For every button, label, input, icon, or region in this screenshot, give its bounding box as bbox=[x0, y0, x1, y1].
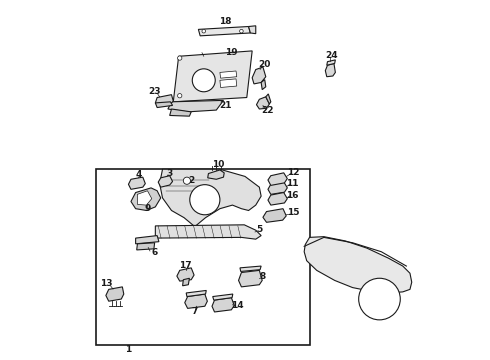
Polygon shape bbox=[106, 287, 124, 301]
Text: 21: 21 bbox=[219, 101, 232, 110]
Polygon shape bbox=[173, 51, 252, 102]
Polygon shape bbox=[261, 80, 266, 90]
Polygon shape bbox=[252, 67, 266, 84]
Text: 10: 10 bbox=[212, 160, 224, 169]
Polygon shape bbox=[185, 294, 207, 309]
Polygon shape bbox=[186, 291, 206, 297]
Text: 13: 13 bbox=[99, 279, 112, 288]
Circle shape bbox=[202, 30, 205, 33]
Text: 1: 1 bbox=[125, 345, 132, 354]
Circle shape bbox=[192, 69, 215, 92]
Polygon shape bbox=[213, 294, 233, 300]
Polygon shape bbox=[325, 63, 335, 77]
Polygon shape bbox=[268, 173, 287, 185]
Circle shape bbox=[177, 56, 182, 60]
Circle shape bbox=[359, 278, 400, 320]
Polygon shape bbox=[170, 109, 191, 116]
Text: 20: 20 bbox=[259, 60, 271, 69]
Polygon shape bbox=[266, 94, 271, 104]
Polygon shape bbox=[158, 176, 172, 187]
Polygon shape bbox=[155, 102, 172, 108]
Polygon shape bbox=[268, 182, 287, 194]
Text: 24: 24 bbox=[325, 51, 338, 60]
Polygon shape bbox=[137, 243, 155, 250]
Polygon shape bbox=[263, 209, 286, 222]
Text: 12: 12 bbox=[287, 168, 300, 177]
Text: 19: 19 bbox=[225, 48, 238, 57]
Text: 17: 17 bbox=[179, 261, 192, 270]
Text: 8: 8 bbox=[259, 272, 266, 281]
Polygon shape bbox=[131, 188, 161, 211]
Polygon shape bbox=[256, 97, 270, 109]
Polygon shape bbox=[137, 191, 152, 205]
Polygon shape bbox=[212, 298, 234, 312]
Polygon shape bbox=[155, 225, 261, 239]
Text: 18: 18 bbox=[219, 17, 232, 26]
Circle shape bbox=[177, 94, 182, 98]
Polygon shape bbox=[208, 170, 224, 179]
Polygon shape bbox=[239, 270, 262, 287]
Polygon shape bbox=[155, 95, 173, 107]
Circle shape bbox=[190, 185, 220, 215]
Circle shape bbox=[183, 177, 191, 184]
Text: 9: 9 bbox=[144, 204, 150, 213]
Polygon shape bbox=[268, 193, 287, 205]
Circle shape bbox=[240, 30, 243, 33]
Polygon shape bbox=[304, 237, 412, 293]
Text: 14: 14 bbox=[231, 301, 244, 310]
Text: 15: 15 bbox=[287, 208, 300, 217]
Bar bbox=[96, 169, 310, 345]
Polygon shape bbox=[198, 27, 250, 36]
Text: 3: 3 bbox=[167, 169, 173, 178]
Text: 22: 22 bbox=[261, 106, 273, 115]
Polygon shape bbox=[128, 177, 146, 189]
Polygon shape bbox=[168, 100, 223, 112]
Polygon shape bbox=[177, 268, 194, 281]
Text: 11: 11 bbox=[286, 179, 298, 188]
Polygon shape bbox=[136, 235, 159, 244]
Polygon shape bbox=[160, 169, 261, 226]
Polygon shape bbox=[220, 71, 237, 78]
Text: 16: 16 bbox=[286, 190, 298, 199]
Polygon shape bbox=[240, 266, 261, 271]
Text: 4: 4 bbox=[135, 170, 142, 179]
Text: 5: 5 bbox=[256, 225, 263, 234]
Polygon shape bbox=[220, 79, 237, 87]
Text: 23: 23 bbox=[148, 86, 161, 95]
Text: 6: 6 bbox=[151, 248, 158, 257]
Polygon shape bbox=[183, 278, 190, 286]
Polygon shape bbox=[248, 26, 256, 34]
Text: 7: 7 bbox=[192, 307, 198, 316]
Polygon shape bbox=[327, 60, 335, 65]
Text: 2: 2 bbox=[188, 176, 195, 185]
